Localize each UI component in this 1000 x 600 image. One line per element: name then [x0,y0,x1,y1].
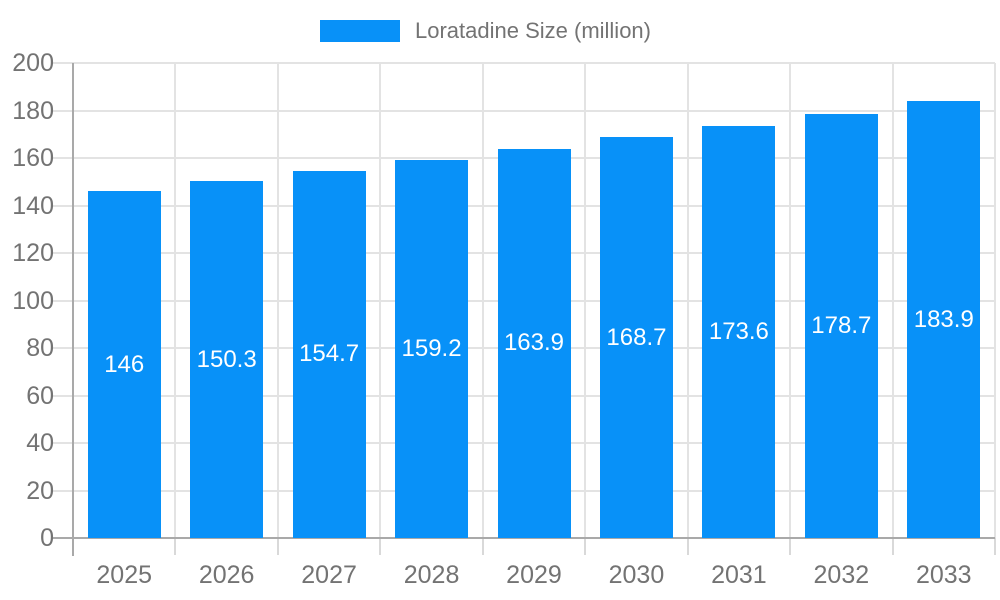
v-gridline [994,63,996,538]
x-axis-label: 2031 [711,561,767,589]
v-gridline [481,63,484,538]
x-axis-label: 2033 [915,561,972,589]
y-axis-label: 120 [12,239,54,267]
y-axis-label: 80 [26,334,54,362]
v-gridline [686,63,689,538]
x-axis-label: 2028 [403,561,460,589]
v-gridline [276,63,279,538]
x-axis-label: 2030 [608,561,665,589]
y-axis-line [72,63,74,556]
bar-2032[interactable] [804,113,878,538]
y-axis-tick [53,62,73,64]
h-gridline [73,109,995,112]
x-axis-tick [994,538,996,555]
y-axis-label: 60 [26,381,54,410]
bar-2029[interactable] [497,148,571,538]
y-axis-label: 20 [26,476,54,505]
legend-item[interactable]: Loratadine Size (million) [320,20,651,42]
y-axis-label: 100 [12,286,54,315]
bar-2028[interactable] [395,159,469,538]
x-axis-tick [379,538,382,555]
y-axis-tick [53,394,73,397]
y-axis-tick [53,442,73,444]
y-axis-tick [53,109,73,112]
x-axis-tick [276,538,279,555]
y-axis-tick [53,252,73,254]
y-axis-tick [53,157,73,159]
y-axis-tick [53,347,73,349]
y-axis-tick [53,204,73,207]
v-gridline [379,63,382,538]
y-axis-label: 140 [12,191,54,220]
y-axis-tick [53,299,73,302]
bar-2027[interactable] [292,170,366,538]
bar-2026[interactable] [190,181,264,538]
x-axis-tick [584,538,587,555]
v-gridline [789,63,792,538]
x-axis-label: 2027 [301,561,357,589]
legend-swatch [320,20,400,42]
y-axis-label: 180 [12,96,54,125]
x-axis-tick [891,538,894,555]
x-axis-tick [174,538,177,555]
legend-label: Loratadine Size (million) [415,18,651,43]
y-axis-label: 200 [12,49,54,77]
y-axis-label: 0 [40,524,54,552]
v-gridline [891,63,894,538]
x-axis-line [53,537,995,539]
x-axis-label: 2032 [813,561,870,589]
bar-2025[interactable] [87,191,161,538]
x-axis-tick [789,538,792,555]
h-gridline [73,62,995,64]
bar-2030[interactable] [599,137,673,538]
x-axis-label: 2025 [96,561,153,589]
y-axis-label: 40 [26,429,54,457]
x-axis-label: 2026 [198,561,255,589]
bar-2033[interactable] [907,101,981,538]
x-axis-tick [481,538,484,555]
x-axis-label: 2029 [506,561,562,589]
v-gridline [584,63,587,538]
x-axis-tick [686,538,689,555]
y-axis-tick [53,489,73,492]
v-gridline [174,63,177,538]
y-axis-label: 160 [12,144,54,172]
bar-2031[interactable] [702,125,776,538]
